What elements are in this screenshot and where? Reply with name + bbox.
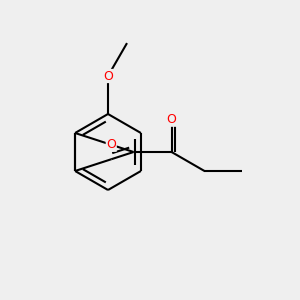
Text: O: O [103, 70, 113, 83]
Text: O: O [106, 138, 116, 151]
Text: O: O [167, 113, 176, 126]
